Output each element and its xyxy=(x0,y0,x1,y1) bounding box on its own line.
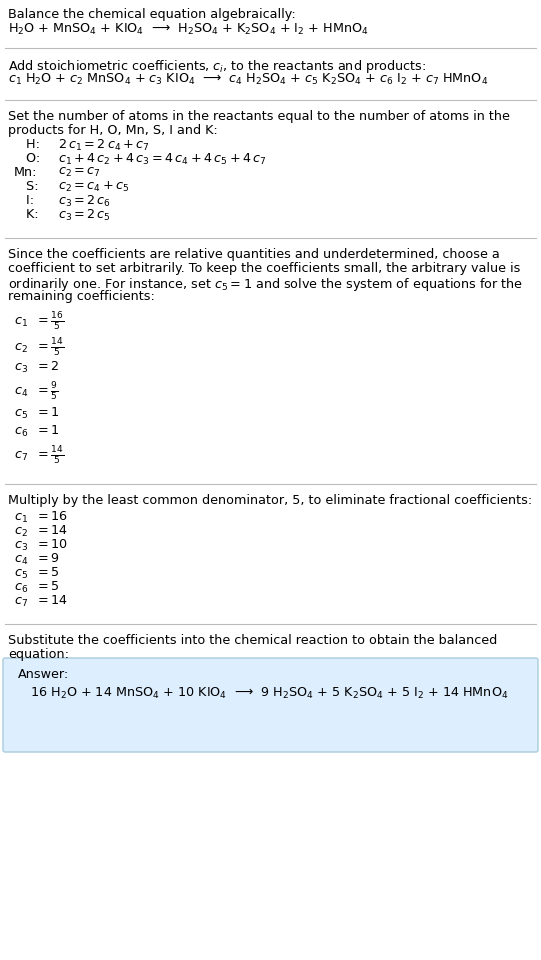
Text: I:: I: xyxy=(14,194,34,207)
Text: products for H, O, Mn, S, I and K:: products for H, O, Mn, S, I and K: xyxy=(8,124,217,137)
Text: Substitute the coefficients into the chemical reaction to obtain the balanced: Substitute the coefficients into the che… xyxy=(8,634,497,647)
Text: S:: S: xyxy=(14,180,38,193)
Text: Set the number of atoms in the reactants equal to the number of atoms in the: Set the number of atoms in the reactants… xyxy=(8,110,510,123)
Text: $c_1$  $= 16$: $c_1$ $= 16$ xyxy=(14,510,68,525)
Text: $c_1$  $= \frac{16}{5}$: $c_1$ $= \frac{16}{5}$ xyxy=(14,310,64,332)
Text: Balance the chemical equation algebraically:: Balance the chemical equation algebraica… xyxy=(8,8,296,21)
Text: $c_3 = 2\,c_5$: $c_3 = 2\,c_5$ xyxy=(58,208,111,223)
Text: $c_6$  $= 1$: $c_6$ $= 1$ xyxy=(14,424,60,439)
Text: O:: O: xyxy=(14,152,40,165)
Text: coefficient to set arbitrarily. To keep the coefficients small, the arbitrary va: coefficient to set arbitrarily. To keep … xyxy=(8,262,520,275)
Text: Add stoichiometric coefficients, $c_i$, to the reactants and products:: Add stoichiometric coefficients, $c_i$, … xyxy=(8,58,426,75)
Text: $c_1$ H$_2$O + $c_2$ MnSO$_4$ + $c_3$ KIO$_4$  ⟶  $c_4$ H$_2$SO$_4$ + $c_5$ K$_2: $c_1$ H$_2$O + $c_2$ MnSO$_4$ + $c_3$ KI… xyxy=(8,72,488,87)
Text: $2\,c_1 = 2\,c_4 + c_7$: $2\,c_1 = 2\,c_4 + c_7$ xyxy=(58,138,150,153)
Text: $c_5$  $= 5$: $c_5$ $= 5$ xyxy=(14,566,60,581)
Text: $c_4$  $= \frac{9}{5}$: $c_4$ $= \frac{9}{5}$ xyxy=(14,380,58,402)
Text: $c_1 + 4\,c_2 + 4\,c_3 = 4\,c_4 + 4\,c_5 + 4\,c_7$: $c_1 + 4\,c_2 + 4\,c_3 = 4\,c_4 + 4\,c_5… xyxy=(58,152,266,167)
Text: K:: K: xyxy=(14,208,38,221)
Text: equation:: equation: xyxy=(8,648,69,661)
Text: Since the coefficients are relative quantities and underdetermined, choose a: Since the coefficients are relative quan… xyxy=(8,248,500,261)
Text: $c_2$  $= \frac{14}{5}$: $c_2$ $= \frac{14}{5}$ xyxy=(14,336,64,358)
Text: $c_7$  $= \frac{14}{5}$: $c_7$ $= \frac{14}{5}$ xyxy=(14,444,64,466)
Text: $c_2 = c_4 + c_5$: $c_2 = c_4 + c_5$ xyxy=(58,180,129,194)
Text: Multiply by the least common denominator, 5, to eliminate fractional coefficient: Multiply by the least common denominator… xyxy=(8,494,532,507)
Text: $c_3$  $= 2$: $c_3$ $= 2$ xyxy=(14,360,60,375)
Text: $c_2$  $= 14$: $c_2$ $= 14$ xyxy=(14,524,68,540)
Text: $c_6$  $= 5$: $c_6$ $= 5$ xyxy=(14,580,60,595)
Text: $c_5$  $= 1$: $c_5$ $= 1$ xyxy=(14,406,60,421)
Text: remaining coefficients:: remaining coefficients: xyxy=(8,290,155,303)
Text: Mn:: Mn: xyxy=(14,166,37,179)
Text: 16 H$_2$O + 14 MnSO$_4$ + 10 KIO$_4$  ⟶  9 H$_2$SO$_4$ + 5 K$_2$SO$_4$ + 5 I$_2$: 16 H$_2$O + 14 MnSO$_4$ + 10 KIO$_4$ ⟶ 9… xyxy=(18,686,509,701)
Text: $c_4$  $= 9$: $c_4$ $= 9$ xyxy=(14,552,60,567)
Text: $c_7$  $= 14$: $c_7$ $= 14$ xyxy=(14,594,68,609)
Text: Answer:: Answer: xyxy=(18,668,69,681)
Text: ordinarily one. For instance, set $c_5 = 1$ and solve the system of equations fo: ordinarily one. For instance, set $c_5 =… xyxy=(8,276,523,293)
Text: H$_2$O + MnSO$_4$ + KIO$_4$  ⟶  H$_2$SO$_4$ + K$_2$SO$_4$ + I$_2$ + HMnO$_4$: H$_2$O + MnSO$_4$ + KIO$_4$ ⟶ H$_2$SO$_4… xyxy=(8,22,368,37)
Text: $c_2 = c_7$: $c_2 = c_7$ xyxy=(58,166,101,180)
Text: $c_3 = 2\,c_6$: $c_3 = 2\,c_6$ xyxy=(58,194,111,209)
Text: $c_3$  $= 10$: $c_3$ $= 10$ xyxy=(14,538,68,553)
FancyBboxPatch shape xyxy=(3,658,538,752)
Text: H:: H: xyxy=(14,138,40,151)
